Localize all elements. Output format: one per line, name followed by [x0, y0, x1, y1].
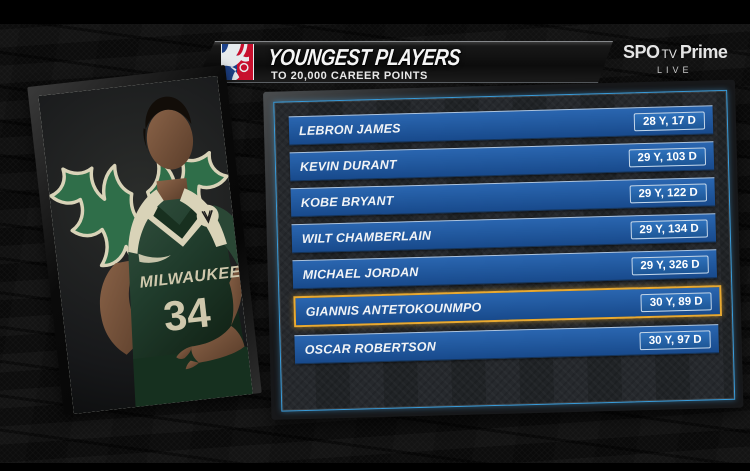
svg-text:34: 34: [161, 288, 213, 340]
